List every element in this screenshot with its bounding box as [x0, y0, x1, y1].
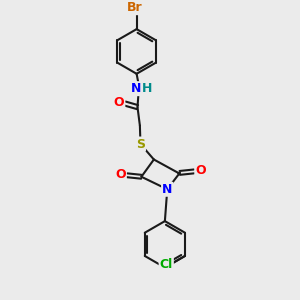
Text: O: O	[114, 97, 124, 110]
Text: S: S	[136, 137, 145, 151]
Text: Br: Br	[127, 1, 143, 14]
Text: N: N	[162, 183, 172, 196]
Text: H: H	[142, 82, 152, 95]
Text: Cl: Cl	[160, 258, 173, 272]
Text: O: O	[195, 164, 206, 177]
Text: O: O	[115, 168, 126, 181]
Text: N: N	[131, 82, 141, 95]
